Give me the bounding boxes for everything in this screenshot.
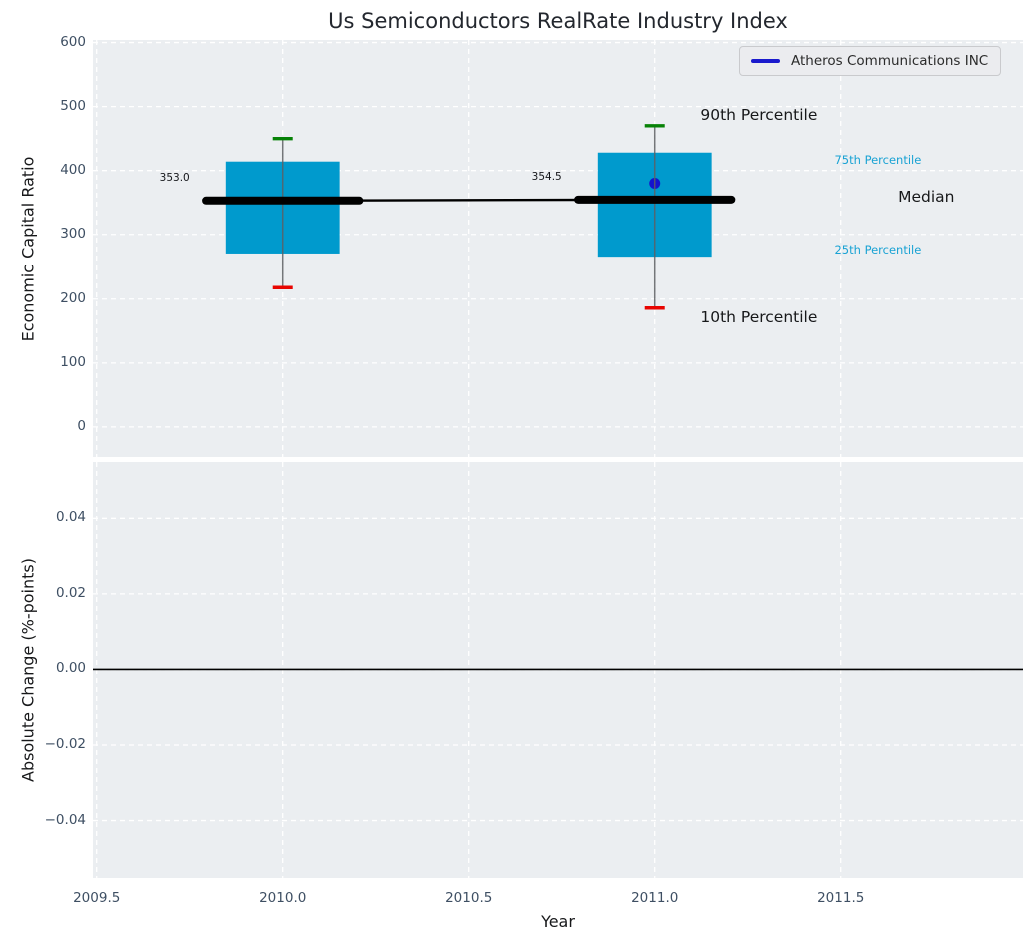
y-tick-label-top: 400: [60, 161, 86, 178]
y-tick-label-top: 300: [60, 225, 86, 242]
y-tick-label-bottom: 0.02: [55, 584, 86, 601]
annotation-90th-percentile: 90th Percentile: [700, 105, 818, 124]
bottom-axes: [93, 462, 1023, 878]
top-axes-plot: [93, 40, 1023, 457]
x-tick-label: 2010.5: [445, 890, 493, 906]
y-axis-label-top: Economic Capital Ratio: [18, 156, 38, 342]
x-tick-label: 2009.5: [73, 890, 121, 906]
legend-label: Atheros Communications INC: [791, 53, 989, 69]
y-tick-label-bottom: −0.04: [44, 811, 86, 828]
y-tick-label-bottom: 0.00: [55, 660, 86, 677]
y-tick-label-top: 600: [60, 33, 86, 50]
x-axis-label: Year: [541, 912, 575, 931]
y-tick-label-top: 200: [60, 289, 86, 306]
x-tick-label: 2011.5: [817, 890, 865, 906]
y-tick-label-bottom: −0.02: [44, 736, 86, 752]
annotation-25th-percentile: 25th Percentile: [834, 243, 922, 258]
annotation-75th-percentile: 75th Percentile: [834, 152, 922, 167]
annotation-353-0: 353.0: [159, 172, 190, 185]
top-axes: 353.0 354.5 90th Percentile 75th Percentile…: [93, 40, 1023, 457]
legend-line-swatch: [751, 59, 780, 63]
y-tick-label-top: 100: [60, 353, 86, 370]
annotation-layer: 353.0 354.5 90th Percentile 75th Percentile…: [93, 40, 1023, 457]
x-tick-label: 2010.0: [259, 890, 307, 906]
annotation-median: Median: [898, 187, 955, 206]
bottom-axes-plot: [93, 462, 1023, 878]
annotation-10th-percentile: 10th Percentile: [700, 307, 818, 326]
chart-title: Us Semiconductors RealRate Industry Inde…: [328, 9, 788, 33]
x-tick-label: 2011.0: [631, 890, 679, 906]
legend: Atheros Communications INC: [739, 46, 1002, 76]
y-tick-label-bottom: 0.04: [55, 509, 86, 526]
y-tick-label-top: 0: [77, 417, 86, 434]
y-tick-label-top: 500: [60, 97, 86, 114]
annotation-354-5: 354.5: [531, 171, 562, 184]
